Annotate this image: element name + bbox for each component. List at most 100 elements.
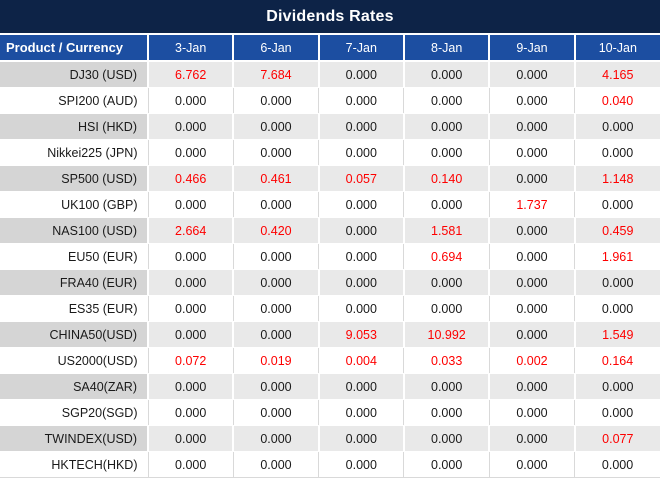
rate-cell: 0.000: [147, 191, 234, 218]
rate-cell: 0.002: [488, 347, 575, 374]
rate-cell: 0.000: [488, 399, 575, 426]
table-row: SGP20(SGD) 0.000 0.000 0.000 0.000 0.000 0.000: [0, 399, 660, 426]
table-row: SPI200 (AUD) 0.000 0.000 0.000 0.000 0.000 0.0…: [0, 87, 660, 114]
rate-cell: 0.000: [488, 113, 575, 140]
rate-cell: 0.000: [488, 321, 575, 348]
table-row: CHINA50(USD) 0.000 0.000 9.053 10.992 0.000 1.…: [0, 321, 660, 348]
rate-cell: 0.000: [574, 191, 660, 218]
column-header-product-currency: Product / Currency: [0, 35, 148, 62]
rate-cell: 0.000: [488, 139, 575, 166]
rate-cell: 0.000: [317, 113, 404, 140]
rate-cell: 0.000: [318, 243, 404, 270]
table-row: UK100 (GBP) 0.000 0.000 0.000 0.000 1.737 0.00…: [0, 191, 660, 218]
rate-cell: 0.000: [146, 321, 234, 348]
table-row: US2000(USD) 0.072 0.019 0.004 0.033 0.002 0.16…: [0, 347, 660, 374]
rate-cell: 0.000: [574, 295, 660, 322]
rate-cell: 0.000: [317, 425, 404, 452]
rate-cell: 1.549: [573, 321, 660, 348]
rate-cell: 0.000: [317, 60, 404, 88]
rate-cell: 0.000: [403, 399, 490, 426]
rate-cell: 0.000: [574, 139, 660, 166]
rate-cell: 0.000: [232, 191, 319, 218]
rate-cell: 1.961: [574, 243, 660, 270]
rate-cell: 9.053: [317, 321, 404, 348]
rate-cell: 1.581: [402, 217, 490, 244]
column-header-date: 9-Jan: [488, 35, 575, 62]
rate-cell: 0.000: [488, 165, 575, 192]
table-row: DJ30 (USD) 6.762 7.684 0.000 0.000 0.000 4.165: [0, 60, 660, 88]
rate-cell: 0.077: [573, 425, 660, 452]
rate-cell: 1.148: [573, 165, 660, 192]
rate-cell: 2.664: [146, 217, 234, 244]
rate-cell: 0.000: [317, 269, 404, 296]
rate-cell: 0.000: [488, 217, 575, 244]
column-header-date: 6-Jan: [232, 35, 319, 62]
page-title: Dividends Rates: [266, 7, 394, 25]
rate-cell: 0.000: [573, 269, 660, 296]
product-cell: UK100 (GBP): [0, 191, 148, 218]
rate-cell: 0.000: [488, 425, 575, 452]
title-bar: Dividends Rates: [0, 0, 660, 35]
rate-cell: 0.004: [318, 347, 404, 374]
rate-cell: 0.466: [146, 165, 234, 192]
rate-cell: 0.000: [147, 243, 234, 270]
rate-cell: 0.000: [147, 451, 234, 477]
product-cell: CHINA50(USD): [0, 321, 148, 348]
product-cell: SGP20(SGD): [0, 399, 148, 426]
rate-cell: 6.762: [146, 60, 234, 88]
table-row: FRA40 (EUR) 0.000 0.000 0.000 0.000 0.000 0.00…: [0, 269, 660, 296]
rate-cell: 1.737: [488, 191, 575, 218]
rate-cell: 0.033: [403, 347, 490, 374]
product-cell: Nikkei225 (JPN): [0, 139, 148, 166]
rate-cell: 0.000: [232, 451, 319, 477]
rate-cell: 0.000: [403, 191, 490, 218]
rate-cell: 0.000: [146, 373, 234, 400]
table-row: HSI (HKD) 0.000 0.000 0.000 0.000 0.000 0.000: [0, 113, 660, 140]
rate-cell: 0.000: [232, 87, 319, 114]
rate-cell: 0.000: [403, 295, 490, 322]
rate-cell: 0.000: [488, 243, 575, 270]
product-cell: ES35 (EUR): [0, 295, 148, 322]
rate-cell: 0.000: [402, 425, 490, 452]
table-row: Nikkei225 (JPN) 0.000 0.000 0.000 0.000 0.000…: [0, 139, 660, 166]
rate-cell: 0.000: [318, 191, 404, 218]
column-header-date: 7-Jan: [317, 35, 404, 62]
dividends-table: Product / Currency 3-Jan 6-Jan 7-Jan 8-Jan 9-…: [0, 35, 660, 477]
rate-cell: 0.000: [147, 399, 234, 426]
column-header-date: 8-Jan: [402, 35, 490, 62]
rate-cell: 0.000: [402, 373, 490, 400]
rate-cell: 0.000: [402, 269, 490, 296]
rate-cell: 0.000: [318, 87, 404, 114]
rate-cell: 0.000: [402, 60, 490, 88]
rate-cell: 0.000: [232, 295, 319, 322]
table-row: HKTECH(HKD) 0.000 0.000 0.000 0.000 0.000 0.00…: [0, 451, 660, 477]
rate-cell: 0.000: [317, 373, 404, 400]
rate-cell: 0.019: [232, 347, 319, 374]
rate-cell: 7.684: [232, 60, 319, 88]
product-cell: DJ30 (USD): [0, 60, 148, 88]
rate-cell: 0.000: [488, 87, 575, 114]
rate-cell: 0.000: [147, 87, 234, 114]
product-cell: FRA40 (EUR): [0, 269, 148, 296]
rate-cell: 4.165: [573, 60, 660, 88]
rate-cell: 0.040: [574, 87, 660, 114]
table-row: EU50 (EUR) 0.000 0.000 0.000 0.694 0.000 1.961: [0, 243, 660, 270]
rate-cell: 0.000: [232, 399, 319, 426]
rate-cell: 0.000: [318, 295, 404, 322]
rate-cell: 0.000: [403, 87, 490, 114]
rate-cell: 0.000: [317, 217, 404, 244]
rate-cell: 0.057: [317, 165, 404, 192]
rate-cell: 0.000: [147, 295, 234, 322]
rate-cell: 0.459: [573, 217, 660, 244]
product-cell: TWINDEX(USD): [0, 425, 148, 452]
rate-cell: 0.000: [488, 373, 575, 400]
product-cell: US2000(USD): [0, 347, 148, 374]
column-header-row: Product / Currency 3-Jan 6-Jan 7-Jan 8-Jan 9-…: [0, 35, 660, 62]
rate-cell: 0.420: [232, 217, 319, 244]
rate-cell: 0.000: [573, 113, 660, 140]
rate-cell: 0.000: [488, 451, 575, 477]
rate-cell: 0.140: [402, 165, 490, 192]
rate-cell: 0.072: [147, 347, 234, 374]
product-cell: HSI (HKD): [0, 113, 148, 140]
